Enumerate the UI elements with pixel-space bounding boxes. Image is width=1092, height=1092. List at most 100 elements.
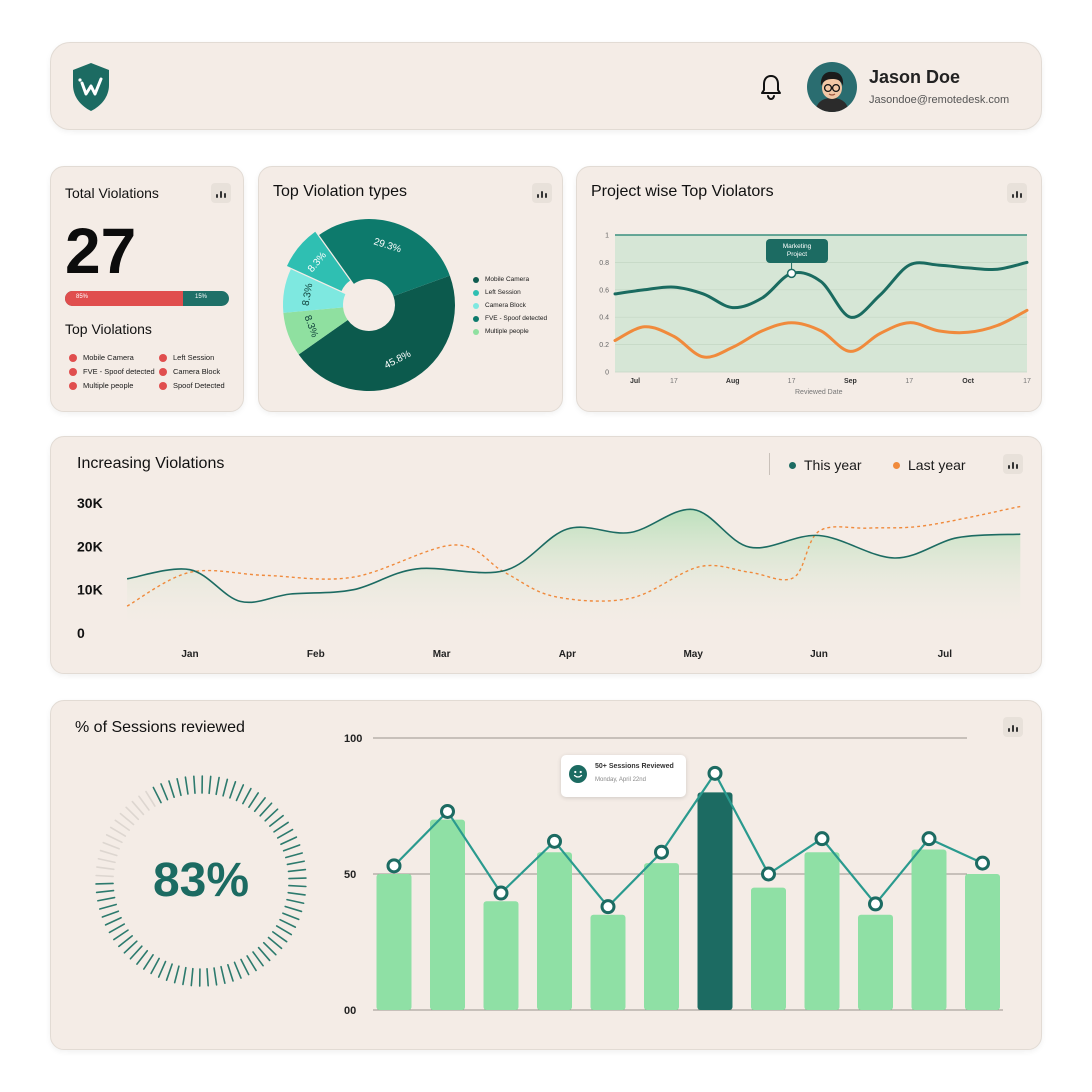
gauge-tick: [108, 923, 126, 934]
gauge-tick: [288, 884, 307, 888]
bell-icon[interactable]: [759, 73, 783, 101]
gauge-tick: [136, 949, 149, 965]
gauge-tick: [97, 857, 116, 864]
project-line-chart: 0 0.2 0.4 0.6 0.8 1 Jul 17 Aug 17 Sep 17 Oct 17: [599, 233, 1031, 386]
user-email: Jasondoe@remotedesk.com: [869, 94, 1010, 106]
gauge-tick: [118, 935, 133, 948]
progress-fill: [65, 291, 184, 306]
gauge-tick: [229, 781, 237, 799]
gauge-tick: [273, 821, 289, 833]
gauge-tick: [102, 841, 120, 850]
x-tick-label: Sep: [844, 378, 857, 385]
avatar[interactable]: [807, 62, 857, 112]
bar: [376, 874, 412, 1010]
gauge-tick: [248, 792, 259, 808]
bar: [858, 914, 893, 1010]
x-tick-label: Oct: [962, 378, 974, 385]
x-tick-label: Jul: [938, 649, 953, 660]
bar: [751, 887, 786, 1010]
y-tick-label: 00: [344, 1005, 356, 1017]
gauge-tick: [222, 778, 229, 797]
gauge-tick: [95, 889, 115, 894]
trend-point: [868, 896, 883, 912]
legend-item: Multiple people: [473, 325, 547, 338]
x-tick-label: Jan: [181, 649, 198, 660]
gauge-tick: [253, 797, 266, 813]
x-tick-label: 17: [1023, 378, 1031, 385]
card-title: % of Sessions reviewed: [75, 719, 245, 736]
gauge-tick: [165, 963, 173, 981]
sessions-tooltip: 50+ Sessions Reviewed Monday, April 22nd: [561, 755, 686, 797]
bar: [911, 849, 947, 1010]
trend-point: [814, 831, 830, 847]
gauge-tick: [233, 961, 242, 979]
list-item: Camera Block: [159, 367, 220, 376]
gauge-tick: [287, 868, 307, 873]
legend-item: Left Session: [473, 286, 547, 299]
y-tick-label: 30K: [77, 495, 103, 511]
pie-slice: [286, 231, 351, 291]
gauge-tick: [257, 946, 271, 962]
y-tick-label: 10K: [77, 582, 103, 598]
chart-options-icon[interactable]: [1003, 454, 1023, 474]
legend-item-last-year: Last year: [893, 457, 966, 473]
gauge-tick: [235, 784, 245, 802]
gauge-tick: [152, 786, 162, 804]
gauge-tick: [280, 836, 298, 846]
gauge-tick: [252, 951, 264, 967]
legend-item: FVE - Spoof detected: [473, 312, 547, 325]
sessions-gauge: [95, 775, 307, 987]
gauge-tick: [113, 929, 129, 941]
chart-options-icon[interactable]: [1003, 717, 1023, 737]
x-tick-label: Mar: [433, 649, 451, 660]
sessions-percent: 83%: [152, 854, 250, 907]
gauge-tick: [240, 958, 250, 976]
legend-dot: [789, 461, 796, 469]
gauge-tick: [193, 775, 196, 795]
tooltip-date: Monday, April 22nd: [595, 777, 646, 783]
gauge-tick: [208, 775, 212, 795]
violations-progress-bar: 85% 15%: [65, 291, 229, 306]
legend-item-this-year: This year: [789, 457, 862, 473]
x-tick-label: May: [683, 649, 703, 660]
gauge-tick: [123, 940, 138, 954]
trend-point: [440, 803, 455, 819]
gauge-tick: [286, 898, 305, 905]
sessions-reviewed-card: % of Sessions reviewed 83% 100 50 00 50+ S…: [50, 700, 1042, 1050]
highlight-point: [786, 268, 797, 279]
top-violation-types-card: Top Violation types 45.8% 8.3% 8.3% 8.3% 29.…: [258, 166, 563, 412]
trend-point: [761, 866, 776, 882]
gauge-tick: [125, 806, 140, 821]
chart-options-icon[interactable]: [532, 183, 552, 203]
gauge-tick: [242, 787, 252, 805]
x-tick-label: Feb: [307, 649, 325, 660]
y-tick-label: 50: [344, 869, 356, 881]
legend-dot: [893, 461, 900, 469]
progress-left-label: 85%: [76, 294, 89, 300]
chart-options-icon[interactable]: [211, 183, 231, 203]
y-tick-label: 100: [344, 733, 362, 745]
pie-slice: [283, 307, 348, 355]
gauge-tick: [275, 925, 293, 936]
x-tick-label: Aug: [726, 378, 740, 385]
trend-point: [600, 899, 616, 915]
gauge-tick: [267, 936, 283, 950]
gauge-tick: [215, 776, 220, 796]
gauge-tick: [220, 965, 226, 985]
list-item: Mobile Camera: [69, 353, 134, 362]
gauge-tick: [176, 777, 182, 797]
bar: [965, 874, 1000, 1010]
x-axis-label: Reviewed Date: [795, 389, 843, 396]
trend-point: [386, 858, 402, 874]
y-tick-label: 0: [77, 625, 85, 641]
gauge-tick: [104, 916, 122, 926]
bar: [644, 863, 679, 1010]
shield-logo-icon[interactable]: [69, 61, 113, 113]
gauge-tick: [286, 860, 305, 866]
card-title: Increasing Violations: [77, 455, 225, 472]
chart-options-icon[interactable]: [1007, 183, 1027, 203]
x-tick-label: Jun: [810, 649, 828, 660]
gauge-tick: [269, 814, 284, 827]
y-tick-label: 0.8: [599, 260, 609, 267]
top-violations-title: Top Violations: [65, 321, 152, 337]
